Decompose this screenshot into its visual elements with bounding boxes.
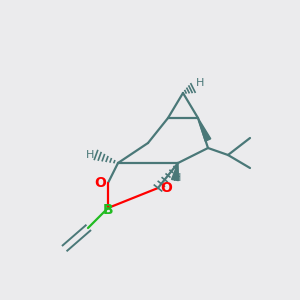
Text: B: B — [103, 203, 113, 217]
Text: H: H — [173, 173, 181, 183]
Text: H: H — [86, 150, 94, 160]
Polygon shape — [198, 118, 211, 141]
Polygon shape — [172, 163, 178, 181]
Text: H: H — [196, 78, 204, 88]
Text: O: O — [160, 181, 172, 195]
Text: O: O — [94, 176, 106, 190]
